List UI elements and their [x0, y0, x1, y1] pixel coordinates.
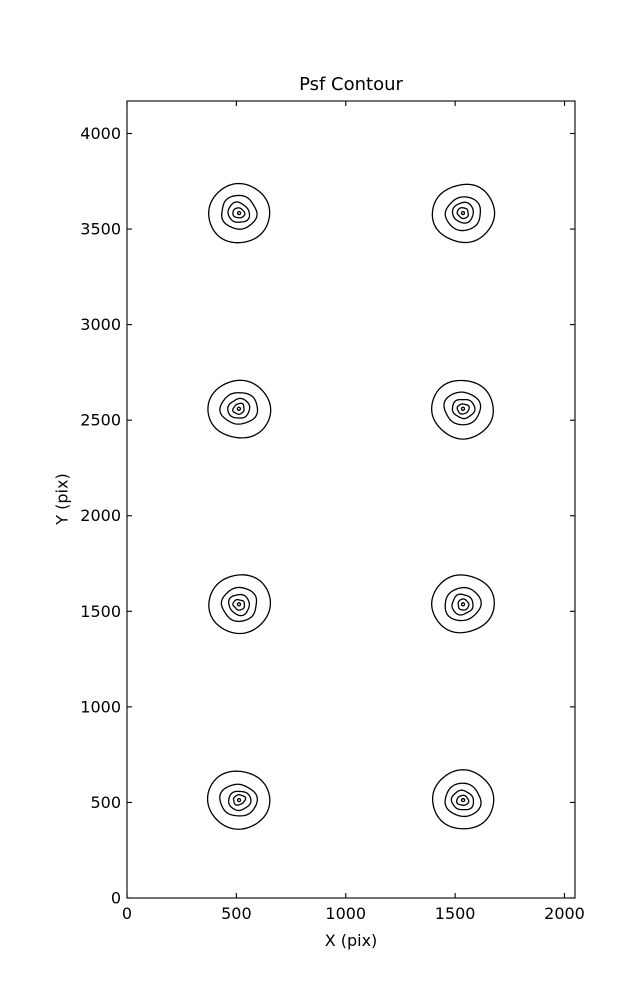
contour-ring	[450, 789, 475, 811]
contour-ring	[431, 574, 495, 634]
contour-ring	[208, 182, 271, 244]
contour-ring-center	[460, 210, 466, 216]
chart-title: Psf Contour	[299, 74, 403, 95]
contour-ring	[443, 391, 482, 426]
contour-ring-center	[236, 210, 242, 216]
psf-contour-blob	[431, 574, 495, 634]
contour-ring	[220, 586, 258, 622]
x-tick-label: 500	[221, 904, 252, 923]
y-tick-label: 2500	[80, 411, 121, 430]
x-tick-label: 1000	[325, 904, 366, 923]
contour-ring	[456, 207, 469, 220]
psf-contour-blob	[431, 379, 494, 440]
contour-ring	[232, 402, 245, 415]
contour-ring	[455, 794, 470, 806]
y-tick-label: 4000	[80, 124, 121, 143]
psf-contour-blob	[206, 770, 271, 830]
contour-ring	[456, 403, 470, 415]
contour-ring	[207, 379, 272, 439]
contour-ring	[451, 398, 476, 420]
y-axis-label: Y (pix)	[53, 473, 72, 525]
x-tick-label: 0	[122, 904, 132, 923]
y-tick-label: 1500	[80, 602, 121, 621]
contour-ring	[451, 593, 474, 616]
contour-ring	[206, 770, 271, 830]
y-tick-label: 1000	[80, 697, 121, 716]
psf-contour-blob	[431, 769, 495, 830]
contour-ring	[219, 783, 258, 817]
plot-area: 0 500 1000 1500 2000 0 500 1000 1500 2000 2500 3000…	[80, 100, 585, 923]
psf-contour-blob	[208, 574, 272, 635]
psf-contour-blob	[208, 182, 271, 244]
contour-ring	[451, 201, 474, 224]
contour-ring	[444, 196, 482, 232]
contour-ring	[232, 794, 247, 806]
y-tick-label: 3500	[80, 220, 121, 239]
contour-ring-center	[460, 602, 466, 607]
axes-frame	[126, 100, 576, 899]
psf-contour-blob	[431, 183, 496, 244]
contour-ring	[227, 790, 252, 812]
contour-ring	[444, 586, 482, 622]
contour-ring	[431, 183, 496, 244]
contour-ring	[227, 201, 251, 223]
x-axis-label: X (pix)	[325, 931, 378, 950]
contour-ring	[228, 593, 251, 617]
contour-ring	[444, 782, 482, 818]
x-tick-label: 1500	[435, 904, 476, 923]
contour-ring	[221, 194, 258, 230]
contour-ring-center	[236, 406, 242, 411]
contour-ring	[431, 769, 495, 830]
y-tick-label: 3000	[80, 315, 121, 334]
contour-ring	[232, 598, 246, 611]
contour-ring-center	[460, 406, 466, 411]
contour-ring	[227, 397, 251, 419]
x-tick-label: 2000	[544, 904, 585, 923]
contour-ring	[219, 392, 259, 425]
contour-ring	[457, 598, 470, 611]
psf-contour-blob	[207, 379, 272, 439]
contour-ring-center	[236, 602, 242, 607]
y-tick-label: 0	[111, 889, 121, 908]
contour-ring	[232, 207, 246, 219]
contour-ring	[208, 574, 272, 635]
y-tick-label: 500	[90, 793, 121, 812]
contour-ring-center	[236, 797, 242, 803]
y-tick-label: 2000	[80, 506, 121, 525]
contour-ring-center	[460, 797, 466, 803]
contour-ring	[431, 379, 494, 440]
